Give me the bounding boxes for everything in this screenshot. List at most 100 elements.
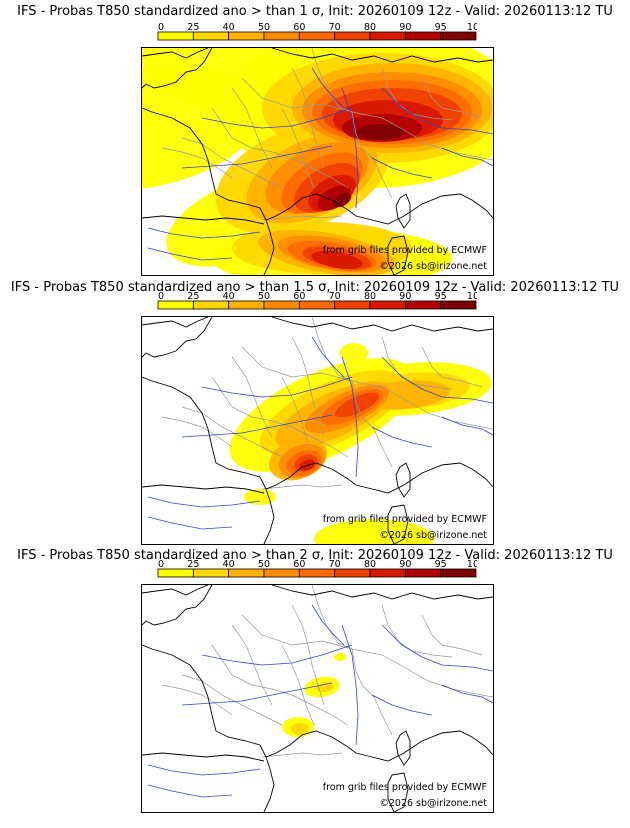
panel-1-colorbar-svg: 10 25 40 50 60 70 80 90 95 100: [157, 22, 477, 41]
colorbar-tick-10: 10: [157, 291, 164, 302]
island-coastline: [387, 772, 409, 812]
river-line: [147, 496, 261, 508]
river-line: [381, 87, 493, 135]
colorbar-tick-95: 95: [435, 291, 447, 302]
region-border: [281, 376, 315, 458]
region-border: [381, 67, 453, 121]
probability-contour-10: [244, 489, 276, 505]
probability-contour-25: [291, 723, 309, 735]
panel-2-map-svg: [142, 317, 493, 544]
panel-2-title: IFS - Probas T850 standardized ano > tha…: [10, 280, 620, 295]
colorbar-swatch-40: [228, 300, 265, 310]
colorbar-tick-60: 60: [293, 559, 305, 570]
colorbar-swatch-95: [440, 568, 477, 578]
river-line: [147, 227, 261, 239]
region-border: [181, 137, 283, 189]
panel-1-copyright: ©2026 sb@irizone.net: [379, 261, 487, 272]
colorbar-swatch-80: [369, 300, 406, 310]
region-border: [211, 107, 349, 189]
colorbar-swatch-60: [298, 568, 336, 578]
coastline: [142, 752, 265, 762]
probability-contour-25: [316, 681, 334, 693]
panel-3-copyright: ©2026 sb@irizone.net: [379, 798, 487, 809]
river-line: [441, 416, 493, 436]
colorbar-tick-70: 70: [329, 559, 341, 570]
panel-2-colorbar: 10 25 40 50 60 70 80 90 95 100: [157, 289, 477, 311]
panel-3-credit: from grib files provided by ECMWF: [322, 782, 487, 793]
island-coastline: [395, 193, 411, 229]
coastline: [142, 317, 209, 328]
region-border: [181, 674, 283, 726]
region-border: [291, 604, 325, 706]
colorbar-tick-100: 100: [467, 22, 477, 33]
river-line: [371, 426, 433, 448]
colorbar-tick-10: 10: [157, 22, 164, 33]
region-border: [161, 684, 233, 716]
colorbar-swatch-80: [369, 568, 406, 578]
probability-contour-10: [334, 653, 346, 661]
river-line: [181, 414, 333, 438]
colorbar-swatch-40: [228, 568, 265, 578]
river-line: [311, 336, 345, 378]
coastline: [271, 48, 493, 63]
probability-field: [142, 48, 493, 275]
colorbar-swatch-25: [192, 568, 230, 578]
river-line: [181, 682, 333, 706]
colorbar-swatch-90: [404, 568, 442, 578]
panel-2-colorbar-svg: 10 25 40 50 60 70 80 90 95 100: [157, 291, 477, 310]
colorbar-swatch-25: [192, 300, 230, 310]
region-border: [211, 376, 349, 458]
colorbar-swatch-60: [298, 31, 336, 41]
colorbar-tick-25: 25: [187, 291, 199, 302]
region-border: [231, 356, 273, 438]
river-line: [381, 624, 493, 672]
river-line: [181, 145, 333, 169]
colorbar-tick-90: 90: [399, 559, 411, 570]
colorbar-tick-40: 40: [223, 22, 235, 33]
colorbar-tick-95: 95: [435, 559, 447, 570]
coastline: [142, 585, 209, 596]
panel-1-colorbar: 10 25 40 50 60 70 80 90 95 100: [157, 20, 477, 42]
region-border: [421, 346, 483, 388]
colorbar-tick-90: 90: [399, 22, 411, 33]
region-border: [241, 77, 493, 161]
panel-1-map-svg: [142, 48, 493, 275]
colorbar-tick-80: 80: [364, 559, 376, 570]
panel-2-copyright: ©2026 sb@irizone.net: [379, 530, 487, 541]
colorbar-tick-40: 40: [223, 559, 235, 570]
region-border: [231, 87, 273, 169]
river-line: [147, 247, 233, 261]
colorbar-swatch-40: [228, 31, 265, 41]
island-coastline: [395, 730, 411, 766]
region-border: [211, 644, 349, 726]
river-line: [441, 684, 493, 704]
panel-3-map[interactable]: from grib files provided by ECMWF ©2026 …: [141, 584, 494, 813]
region-border: [291, 67, 325, 169]
coastline: [142, 215, 265, 225]
river-line: [371, 157, 433, 179]
coastline: [263, 756, 275, 812]
coastline: [403, 462, 493, 488]
region-border: [241, 614, 493, 698]
panel-1-map[interactable]: from grib files provided by ECMWF ©2026 …: [141, 47, 494, 276]
region-border: [241, 346, 493, 430]
region-border: [161, 147, 233, 179]
coastline: [263, 488, 275, 544]
probability-contour-10: [340, 343, 368, 363]
region-border: [261, 215, 343, 221]
colorbar-swatch-90: [404, 300, 442, 310]
coastline: [142, 48, 405, 225]
island-coastline: [387, 504, 409, 544]
region-border: [381, 604, 453, 658]
colorbar-swatch-10: [157, 300, 194, 310]
colorbar-swatch-50: [263, 300, 300, 310]
region-border: [311, 585, 353, 650]
panel-1-credit: from grib files provided by ECMWF: [322, 245, 487, 256]
colorbar-tick-25: 25: [187, 559, 199, 570]
region-border: [291, 336, 325, 438]
panel-3-colorbar-svg: 10 25 40 50 60 70 80 90 95 100: [157, 559, 477, 578]
coastline: [142, 48, 209, 59]
probability-contour-95: [356, 124, 404, 140]
river-line: [311, 604, 345, 646]
panel-2-map[interactable]: from grib files provided by ECMWF ©2026 …: [141, 316, 494, 545]
